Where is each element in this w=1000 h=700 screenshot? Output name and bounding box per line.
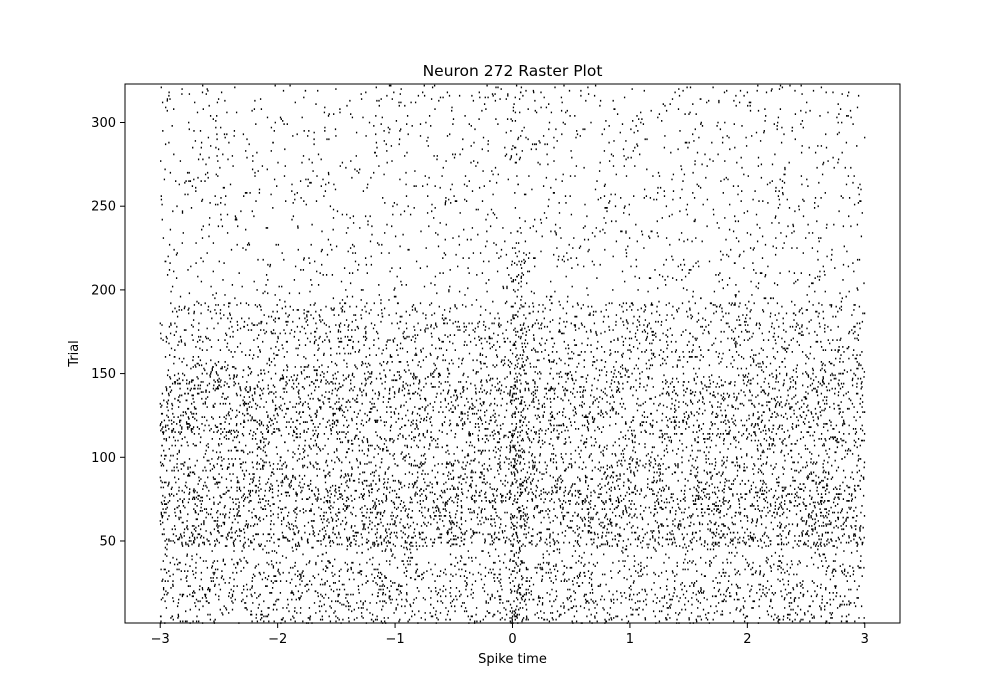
chart-title: Neuron 272 Raster Plot: [423, 62, 603, 80]
x-tick-label: 1: [626, 632, 634, 647]
spike-series: [159, 84, 866, 624]
x-axis: −3 −2 −1 0 1 2 3: [151, 623, 869, 647]
x-tick-label: −1: [385, 632, 404, 647]
y-tick-label: 300: [91, 116, 116, 131]
x-tick-label: 3: [861, 632, 869, 647]
x-tick-label: 0: [508, 632, 516, 647]
y-tick-label: 50: [99, 534, 116, 549]
y-axis: 50 100 150 200 250 300: [91, 116, 125, 549]
y-tick-label: 200: [91, 283, 116, 298]
x-axis-label: Spike time: [478, 652, 547, 667]
y-tick-label: 150: [91, 367, 116, 382]
x-tick-label: −3: [151, 632, 170, 647]
spike-marks: [159, 84, 866, 624]
y-axis-label: Trial: [67, 340, 82, 368]
y-tick-label: 250: [91, 200, 116, 215]
y-tick-label: 100: [91, 451, 116, 466]
x-tick-label: 2: [743, 632, 751, 647]
x-tick-label: −2: [268, 632, 287, 647]
